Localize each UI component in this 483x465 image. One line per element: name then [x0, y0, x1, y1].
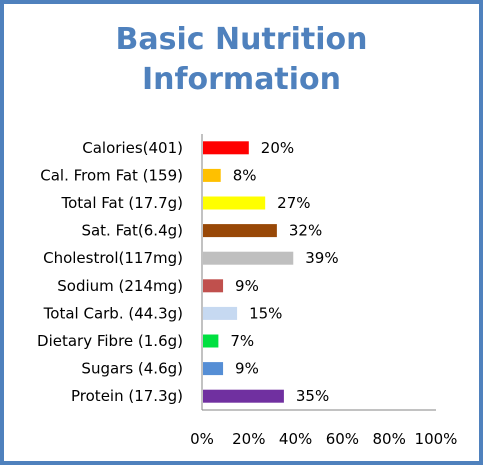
bar-2	[203, 196, 266, 210]
category-labels: Calories(401) Cal. From Fat (159) Total Fa…	[37, 139, 183, 405]
value-label-4: 39%	[305, 249, 338, 267]
category-label-6: Total Carb. (44.3g)	[43, 304, 183, 322]
value-label-8: 9%	[235, 360, 259, 378]
x-tick-label-5: 100%	[415, 430, 458, 448]
x-tick-label-4: 80%	[373, 430, 406, 448]
x-tick-label-0: 0%	[190, 430, 214, 448]
x-tick-label-1: 20%	[232, 430, 265, 448]
category-label-5: Sodium (214mg)	[57, 277, 183, 295]
bar-3	[203, 224, 277, 238]
value-label-6: 15%	[249, 304, 282, 322]
bar-5	[203, 279, 224, 293]
category-label-2: Total Fat (17.7g)	[60, 194, 183, 212]
bar-4	[203, 251, 294, 265]
chart-title-line-1: Basic Nutrition	[115, 22, 368, 57]
bar-6	[203, 306, 238, 320]
x-tick-label-2: 40%	[279, 430, 312, 448]
value-label-0: 20%	[261, 139, 294, 157]
value-label-2: 27%	[277, 194, 310, 212]
bar-7	[203, 334, 219, 348]
value-label-1: 8%	[233, 166, 257, 184]
category-label-8: Sugars (4.6g)	[81, 360, 183, 378]
chart-title: Basic Nutrition Information	[0, 20, 483, 100]
category-label-3: Sat. Fat(6.4g)	[81, 222, 183, 240]
bar-9	[203, 389, 284, 403]
category-label-0: Calories(401)	[82, 139, 183, 157]
category-label-4: Cholestrol(117mg)	[43, 249, 183, 267]
bar-8	[203, 362, 224, 376]
x-tick-labels: 0% 20% 40% 60% 80% 100%	[190, 430, 457, 448]
chart-title-line-2: Information	[141, 62, 342, 97]
value-labels: 20%8% 27% 32% 39% 9% 15% 7% 9% 35%	[230, 139, 338, 405]
value-label-9: 35%	[296, 387, 329, 405]
chart-bars	[203, 141, 294, 403]
category-label-9: Protein (17.3g)	[71, 387, 183, 405]
value-label-3: 32%	[289, 222, 322, 240]
value-label-5: 9%	[235, 277, 259, 295]
chart-axes	[201, 134, 436, 411]
bar-0	[203, 141, 249, 155]
bar-1	[203, 168, 221, 182]
category-label-7: Dietary Fibre (1.6g)	[37, 332, 183, 350]
x-tick-label-3: 60%	[326, 430, 359, 448]
category-label-1: Cal. From Fat (159)	[40, 166, 183, 184]
value-label-7: 7%	[230, 332, 254, 350]
